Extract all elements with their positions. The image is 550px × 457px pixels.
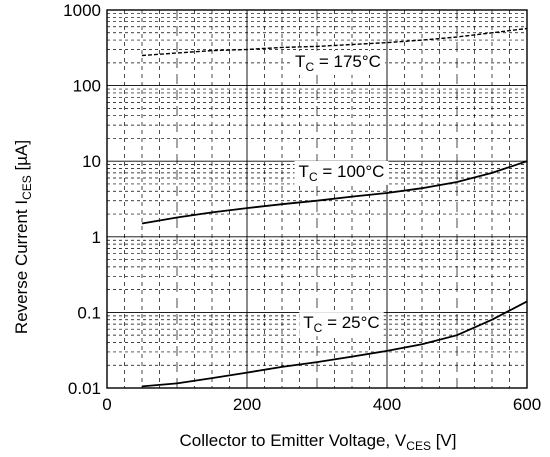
- y-tick-label: 100: [73, 77, 101, 96]
- x-tick-label: 600: [513, 395, 541, 414]
- annotation-layer: TC = 175°C TC = 100°C TC = 25°C: [291, 50, 389, 337]
- annotation-label-tc25: TC = 25°C: [303, 313, 379, 335]
- annotation-label-tc175: TC = 175°C: [295, 52, 381, 74]
- series-line-tc100: [141, 160, 528, 225]
- y-tick-label: 1: [92, 228, 101, 247]
- x-tick-label: 200: [233, 395, 261, 414]
- y-tick-label: 1000: [63, 1, 101, 20]
- annotation-background: [291, 50, 385, 75]
- y-tick-label: 10: [82, 152, 101, 171]
- series-line-tc25: [141, 300, 528, 388]
- y-tick-label: 0.01: [68, 379, 101, 398]
- x-tick-label: 0: [102, 395, 111, 414]
- x-tick-label: 400: [373, 395, 401, 414]
- annotation-label-tc100: TC = 100°C: [299, 162, 385, 184]
- series-line-tc175: [141, 27, 528, 57]
- annotation-background: [299, 312, 384, 337]
- y-axis-label: Reverse Current ICES [µA]: [12, 140, 34, 334]
- plot-frame: [106, 9, 528, 389]
- y-tick-label: 0.1: [77, 303, 101, 322]
- annotation-background: [294, 160, 389, 185]
- x-axis-label: Collector to Emitter Voltage, VCES [V]: [180, 431, 457, 453]
- series-layer: [141, 27, 528, 388]
- tick-labels: 0 200 400 600 0.01 0.1 1 10 100 1000: [63, 1, 541, 414]
